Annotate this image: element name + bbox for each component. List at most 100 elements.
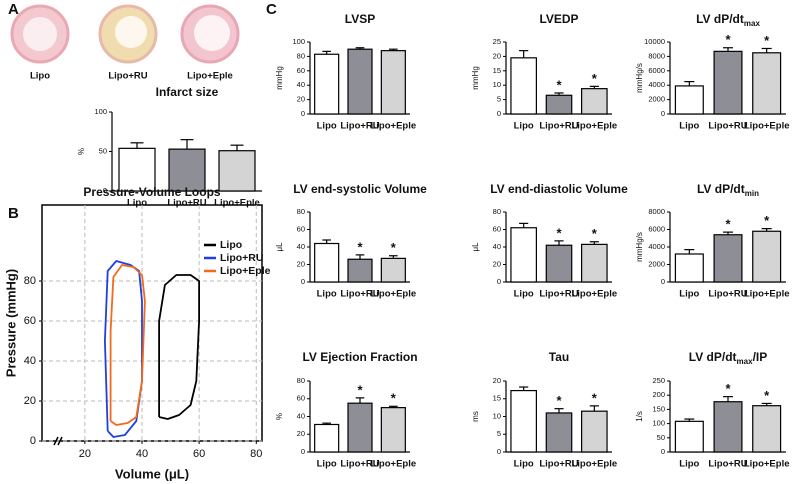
pv-loop — [158, 274, 200, 420]
y-tick-label: 50 — [99, 146, 107, 155]
y-axis-label: 1/s — [635, 411, 644, 422]
title-text: LV Ejection Fraction — [302, 350, 417, 364]
chart-title: Pressure-Volume Loops — [83, 185, 220, 199]
bar — [168, 148, 206, 192]
title-text: LVSP — [345, 12, 375, 26]
image-label: Lipo — [30, 71, 50, 82]
bar — [218, 150, 256, 192]
x-tick-label: 20 — [79, 448, 91, 460]
y-tick-label: 80 — [493, 207, 501, 216]
significance-star: * — [357, 382, 363, 397]
y-axis-label: % — [77, 148, 86, 155]
title-subscript: max — [737, 357, 754, 366]
y-tick-label: 6000 — [648, 224, 665, 233]
y-axis-label: mmHg/s — [635, 63, 644, 93]
y-tick-label: 80 — [297, 51, 305, 60]
significance-star: * — [725, 381, 731, 396]
x-tick-label: Lipo+RU — [539, 459, 578, 470]
x-tick-label: Lipo+Eple — [571, 121, 617, 132]
y-tick-label: 40 — [297, 411, 305, 420]
heart-lumen — [115, 16, 147, 48]
y-tick-label: 5 — [497, 95, 501, 104]
y-axis-label: mmHg — [275, 66, 284, 90]
pv-loop — [109, 264, 146, 426]
bar — [581, 410, 608, 453]
bar — [674, 253, 704, 283]
y-tick-label: 20 — [297, 95, 305, 104]
y-tick-label: 40 — [297, 242, 305, 251]
y-axis-label: mmHg/s — [635, 232, 644, 262]
y-tick-label: 50 — [657, 433, 665, 442]
y-tick-label: 4000 — [648, 80, 665, 89]
x-tick-label: Lipo+RU — [539, 289, 578, 300]
x-tick-label: Lipo — [317, 121, 337, 132]
x-tick-label: Lipo — [317, 459, 337, 470]
x-tick-label: 80 — [250, 448, 262, 460]
title-subscript: max — [744, 19, 761, 28]
panel-label: C — [266, 1, 277, 18]
y-tick-label: 20 — [24, 395, 36, 407]
significance-star: * — [592, 390, 598, 405]
x-tick-label: Lipo+RU — [708, 459, 747, 470]
significance-star: * — [592, 226, 598, 241]
significance-star: * — [556, 393, 562, 408]
y-tick-label: 20 — [493, 51, 501, 60]
y-tick-label: 0 — [30, 435, 36, 447]
x-tick-label: Lipo+Eple — [370, 459, 416, 470]
bar — [510, 389, 537, 453]
y-tick-label: 15 — [493, 394, 501, 403]
bar — [752, 52, 782, 115]
title-text: Infarct size — [156, 85, 219, 99]
y-axis-label: Pressure (mmHg) — [3, 269, 18, 377]
x-tick-label: Lipo — [679, 459, 699, 470]
y-tick-label: 15 — [493, 66, 501, 75]
bar — [713, 50, 743, 115]
chart-title: LV end-diastolic Volume — [490, 182, 628, 196]
x-tick-label: Lipo — [679, 121, 699, 132]
bar — [713, 234, 743, 283]
x-tick-label: Lipo+RU — [340, 121, 379, 132]
x-tick-label: Lipo+RU — [340, 459, 379, 470]
y-axis-label: mmHg — [471, 66, 480, 90]
y-tick-label: 40 — [24, 355, 36, 367]
y-tick-label: 0 — [661, 447, 665, 456]
y-tick-label: 0 — [661, 109, 665, 118]
y-axis-label: μL — [275, 242, 284, 252]
y-tick-label: 5 — [497, 429, 501, 438]
y-tick-label: 200 — [652, 390, 665, 399]
bar — [510, 227, 537, 283]
y-tick-label: 0 — [103, 186, 107, 195]
y-tick-label: 0 — [661, 277, 665, 286]
x-tick-label: Lipo — [514, 121, 534, 132]
y-axis-label: ms — [471, 411, 480, 422]
bar — [545, 94, 573, 115]
y-tick-label: 40 — [297, 80, 305, 89]
title-text: LV dP/dt — [689, 350, 737, 364]
axis-break — [53, 436, 63, 446]
panel-label: A — [8, 1, 19, 18]
y-tick-label: 20 — [493, 259, 501, 268]
x-tick-label: Lipo+Eple — [214, 198, 260, 209]
significance-star: * — [764, 388, 770, 403]
x-tick-label: Lipo+Eple — [744, 459, 790, 470]
x-tick-label: Lipo+Eple — [370, 289, 416, 300]
significance-star: * — [556, 225, 562, 240]
x-tick-label: 40 — [136, 448, 148, 460]
significance-star: * — [764, 213, 770, 228]
bar — [545, 412, 573, 453]
x-tick-label: Lipo+Eple — [571, 289, 617, 300]
y-tick-label: 60 — [24, 315, 36, 327]
y-tick-label: 0 — [497, 277, 501, 286]
y-tick-label: 100 — [652, 419, 665, 428]
bar — [581, 88, 608, 115]
y-tick-label: 10 — [493, 80, 501, 89]
bar — [314, 242, 340, 283]
bar — [713, 401, 743, 453]
y-tick-label: 60 — [493, 224, 501, 233]
y-tick-label: 100 — [94, 107, 107, 116]
bar — [380, 407, 406, 453]
significance-star: * — [725, 32, 731, 47]
y-tick-label: 80 — [24, 275, 36, 287]
chart-title: LV dP/dtmin — [697, 182, 759, 198]
chart-title: LV dP/dtmax — [696, 12, 760, 28]
